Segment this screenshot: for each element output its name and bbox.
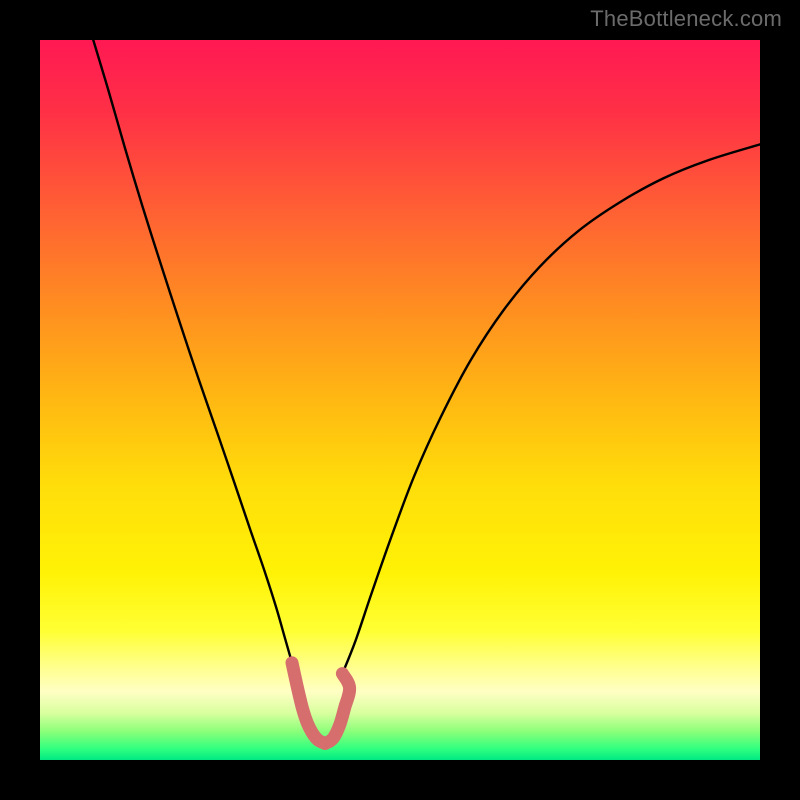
- outer-frame: TheBottleneck.com: [0, 0, 800, 800]
- plot-area: [40, 40, 760, 760]
- plot-svg: [40, 40, 760, 760]
- watermark-text: TheBottleneck.com: [590, 6, 782, 32]
- gradient-background: [40, 40, 760, 760]
